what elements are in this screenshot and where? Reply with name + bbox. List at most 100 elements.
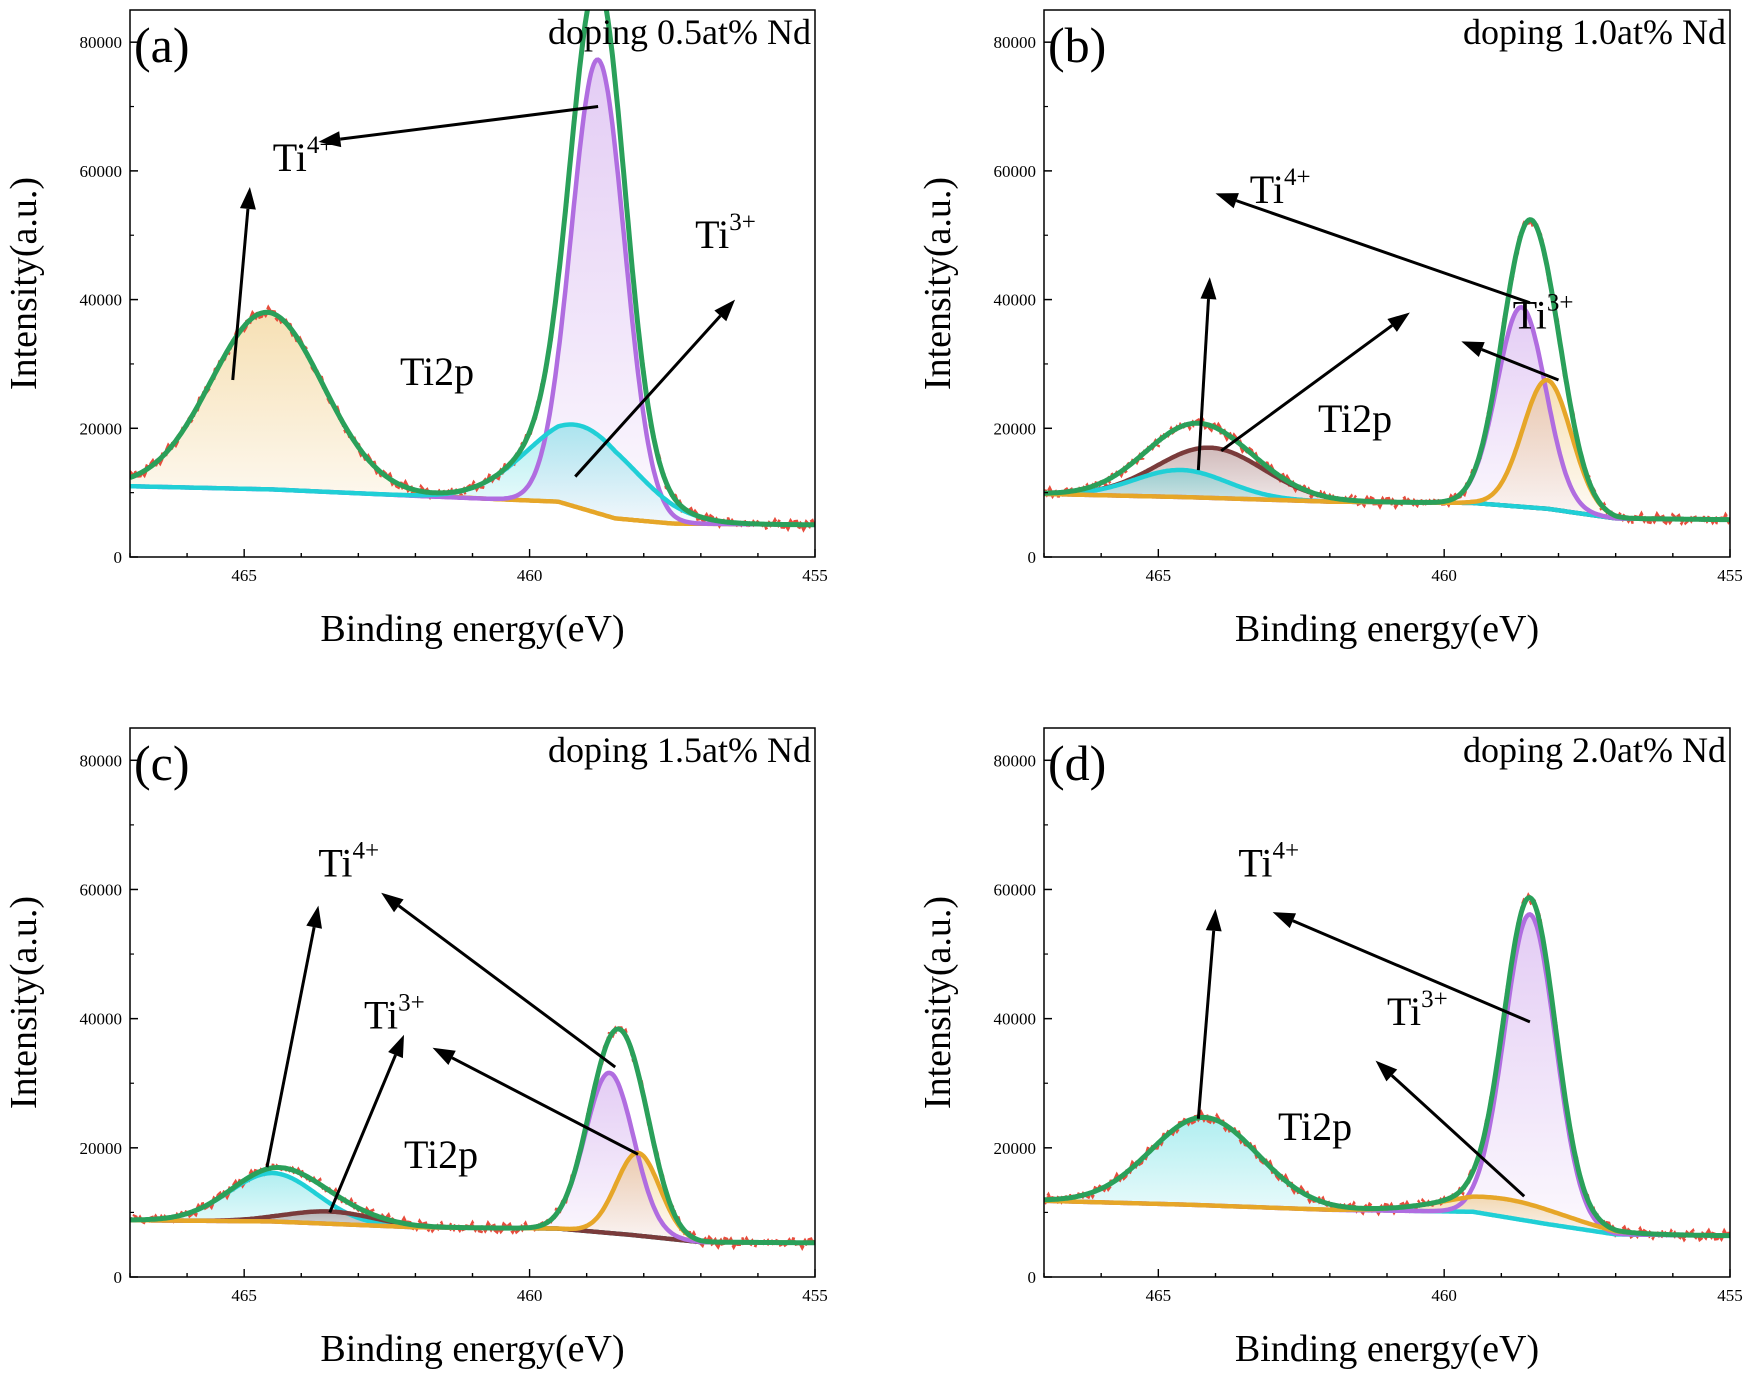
x-tick-label: 465 — [231, 566, 257, 585]
x-tick-label: 460 — [1431, 566, 1457, 585]
ion-label-3plus: Ti3+ — [364, 989, 425, 1037]
envelope-line — [130, 1026, 815, 1246]
panel-label: (c) — [134, 735, 190, 791]
annotation-arrow — [1220, 324, 1394, 453]
peak-fill-0 — [1044, 1117, 1730, 1236]
arrow-head — [388, 1034, 404, 1059]
peak-fill-1 — [1044, 914, 1730, 1236]
arrow-head — [432, 1047, 456, 1065]
arrow-head — [1461, 341, 1485, 357]
annotation-arrow — [328, 1054, 397, 1213]
region-label: Ti2p — [400, 349, 474, 394]
annotation-arrow — [1235, 199, 1531, 305]
region-label: Ti2p — [1278, 1104, 1352, 1149]
y-tick-label: 20000 — [80, 1139, 123, 1158]
x-axis-label: Binding energy(eV) — [320, 1328, 624, 1370]
peak-fill-0 — [130, 1173, 815, 1243]
y-tick-label: 40000 — [80, 1010, 123, 1029]
x-tick-label: 460 — [1431, 1286, 1457, 1305]
peak-fill-2 — [130, 424, 815, 525]
chart-panel-d: 0 20000 40000 60000 80000 465 460 455 Binding en… — [917, 727, 1743, 1370]
peak-fill-1 — [1044, 470, 1730, 520]
ion-label-4plus: Ti4+ — [318, 838, 379, 886]
y-axis-label: Intensity(a.u.) — [3, 896, 45, 1109]
x-tick-label: 455 — [1717, 1286, 1743, 1305]
peak-fill-0 — [130, 312, 815, 525]
x-tick-label: 455 — [802, 566, 828, 585]
arrow-head — [239, 186, 256, 210]
chart-panel-a: 0 20000 40000 60000 80000 465 460 455 Binding en… — [3, 9, 828, 650]
y-tick-label: 40000 — [80, 291, 123, 310]
y-tick-label: 60000 — [994, 162, 1037, 181]
y-tick-label: 0 — [1028, 548, 1037, 567]
peak-fill-0 — [1044, 447, 1730, 520]
arrow-head — [1200, 277, 1217, 300]
y-tick-label: 60000 — [80, 880, 123, 899]
panel-label: (b) — [1048, 17, 1106, 73]
doping-title: doping 1.0at% Nd — [1463, 12, 1726, 52]
y-axis-label: Intensity(a.u.) — [917, 896, 959, 1109]
ion-label-4plus: Ti4+ — [1250, 164, 1311, 212]
y-tick-label: 0 — [114, 1268, 123, 1287]
panel-label: (a) — [134, 17, 190, 73]
annotation-arrow — [231, 208, 250, 381]
ion-label-4plus: Ti4+ — [1238, 838, 1299, 886]
x-axis-label: Binding energy(eV) — [320, 608, 624, 650]
x-axis-label: Binding energy(eV) — [1235, 608, 1539, 650]
x-tick-label: 455 — [802, 1286, 828, 1305]
y-tick-label: 80000 — [80, 33, 123, 52]
annotation-arrow — [397, 904, 617, 1069]
arrow-head — [714, 299, 736, 322]
x-tick-label: 465 — [1146, 566, 1172, 585]
annotation-arrow — [1390, 1074, 1526, 1198]
y-tick-label: 80000 — [80, 751, 123, 770]
y-tick-label: 40000 — [994, 291, 1037, 310]
annotation-arrow — [265, 926, 316, 1168]
x-axis-label: Binding energy(eV) — [1235, 1328, 1539, 1370]
doping-title: doping 2.0at% Nd — [1463, 730, 1726, 770]
y-axis-label: Intensity(a.u.) — [917, 177, 959, 390]
arrow-head — [1375, 1060, 1398, 1082]
arrow-head — [1215, 193, 1239, 209]
x-tick-label: 455 — [1717, 566, 1743, 585]
y-tick-label: 80000 — [994, 751, 1037, 770]
envelope-line — [1044, 895, 1730, 1239]
arrow-head — [1272, 912, 1297, 929]
x-tick-label: 460 — [517, 566, 543, 585]
y-tick-label: 60000 — [80, 162, 123, 181]
y-tick-label: 20000 — [994, 1139, 1037, 1158]
annotation-arrow — [1196, 930, 1216, 1119]
y-tick-label: 0 — [114, 548, 123, 567]
ion-label-4plus: Ti4+ — [273, 132, 334, 180]
x-tick-label: 465 — [1146, 1286, 1172, 1305]
arrow-head — [1205, 908, 1222, 932]
annotation-arrow — [340, 105, 599, 141]
y-tick-label: 40000 — [994, 1010, 1037, 1029]
y-tick-label: 20000 — [994, 419, 1037, 438]
arrow-head — [306, 905, 322, 929]
region-label: Ti2p — [404, 1132, 478, 1177]
region-label: Ti2p — [1318, 396, 1392, 441]
ion-label-3plus: Ti3+ — [1513, 290, 1574, 338]
chart-panel-c: 0 20000 40000 60000 80000 465 460 455 Binding en… — [3, 727, 828, 1370]
ion-label-3plus: Ti3+ — [695, 209, 756, 257]
chart-panel-b: 0 20000 40000 60000 80000 465 460 455 Binding en… — [917, 9, 1743, 650]
peak-fill-1 — [130, 1211, 815, 1243]
envelope-line — [130, 10, 815, 528]
y-tick-label: 80000 — [994, 33, 1037, 52]
y-tick-label: 20000 — [80, 419, 123, 438]
annotation-arrow — [574, 314, 722, 478]
envelope-line — [1044, 217, 1730, 523]
annotation-arrow — [1481, 348, 1560, 382]
arrow-head — [318, 131, 342, 148]
panel-label: (d) — [1048, 735, 1106, 791]
doping-title: doping 0.5at% Nd — [548, 12, 811, 52]
y-tick-label: 60000 — [994, 880, 1037, 899]
peak-fill-3 — [1044, 380, 1730, 520]
arrow-head — [1387, 312, 1410, 332]
annotation-arrow — [451, 1056, 639, 1156]
annotation-arrow — [1292, 919, 1531, 1024]
ion-label-3plus: Ti3+ — [1387, 986, 1448, 1034]
doping-title: doping 1.5at% Nd — [548, 730, 811, 770]
